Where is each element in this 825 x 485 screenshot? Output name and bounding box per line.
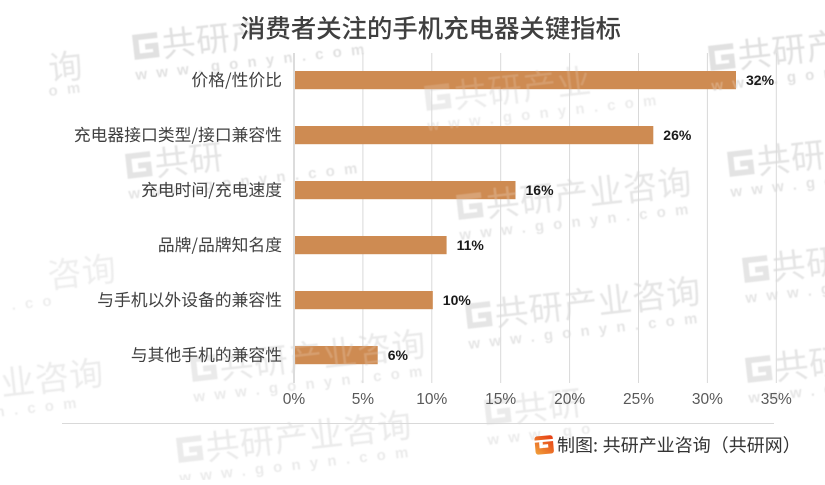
- svg-text:32%: 32%: [746, 72, 775, 88]
- svg-text:30%: 30%: [692, 391, 723, 408]
- svg-text:15%: 15%: [485, 391, 516, 408]
- svg-text:16%: 16%: [526, 182, 555, 198]
- svg-text:6%: 6%: [388, 347, 409, 363]
- svg-text:5%: 5%: [352, 391, 375, 408]
- svg-text:26%: 26%: [663, 127, 692, 143]
- svg-text:10%: 10%: [416, 391, 447, 408]
- svg-text:25%: 25%: [623, 391, 654, 408]
- svg-text:0%: 0%: [283, 391, 306, 408]
- svg-text:10%: 10%: [443, 292, 472, 308]
- svg-text:11%: 11%: [457, 237, 485, 253]
- svg-text:20%: 20%: [554, 391, 585, 408]
- svg-text:35%: 35%: [761, 391, 792, 408]
